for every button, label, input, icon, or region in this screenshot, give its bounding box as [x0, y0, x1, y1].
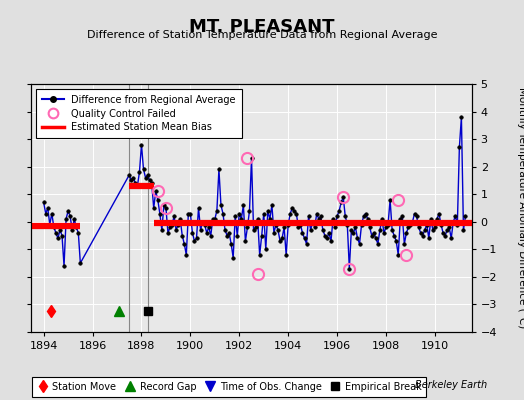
Y-axis label: Monthly Temperature Anomaly Difference (°C): Monthly Temperature Anomaly Difference (… [517, 87, 524, 329]
Text: Berkeley Earth: Berkeley Earth [415, 380, 487, 390]
Legend: Station Move, Record Gap, Time of Obs. Change, Empirical Break: Station Move, Record Gap, Time of Obs. C… [32, 377, 427, 396]
Text: MT. PLEASANT: MT. PLEASANT [189, 18, 335, 36]
Text: Difference of Station Temperature Data from Regional Average: Difference of Station Temperature Data f… [87, 30, 437, 40]
